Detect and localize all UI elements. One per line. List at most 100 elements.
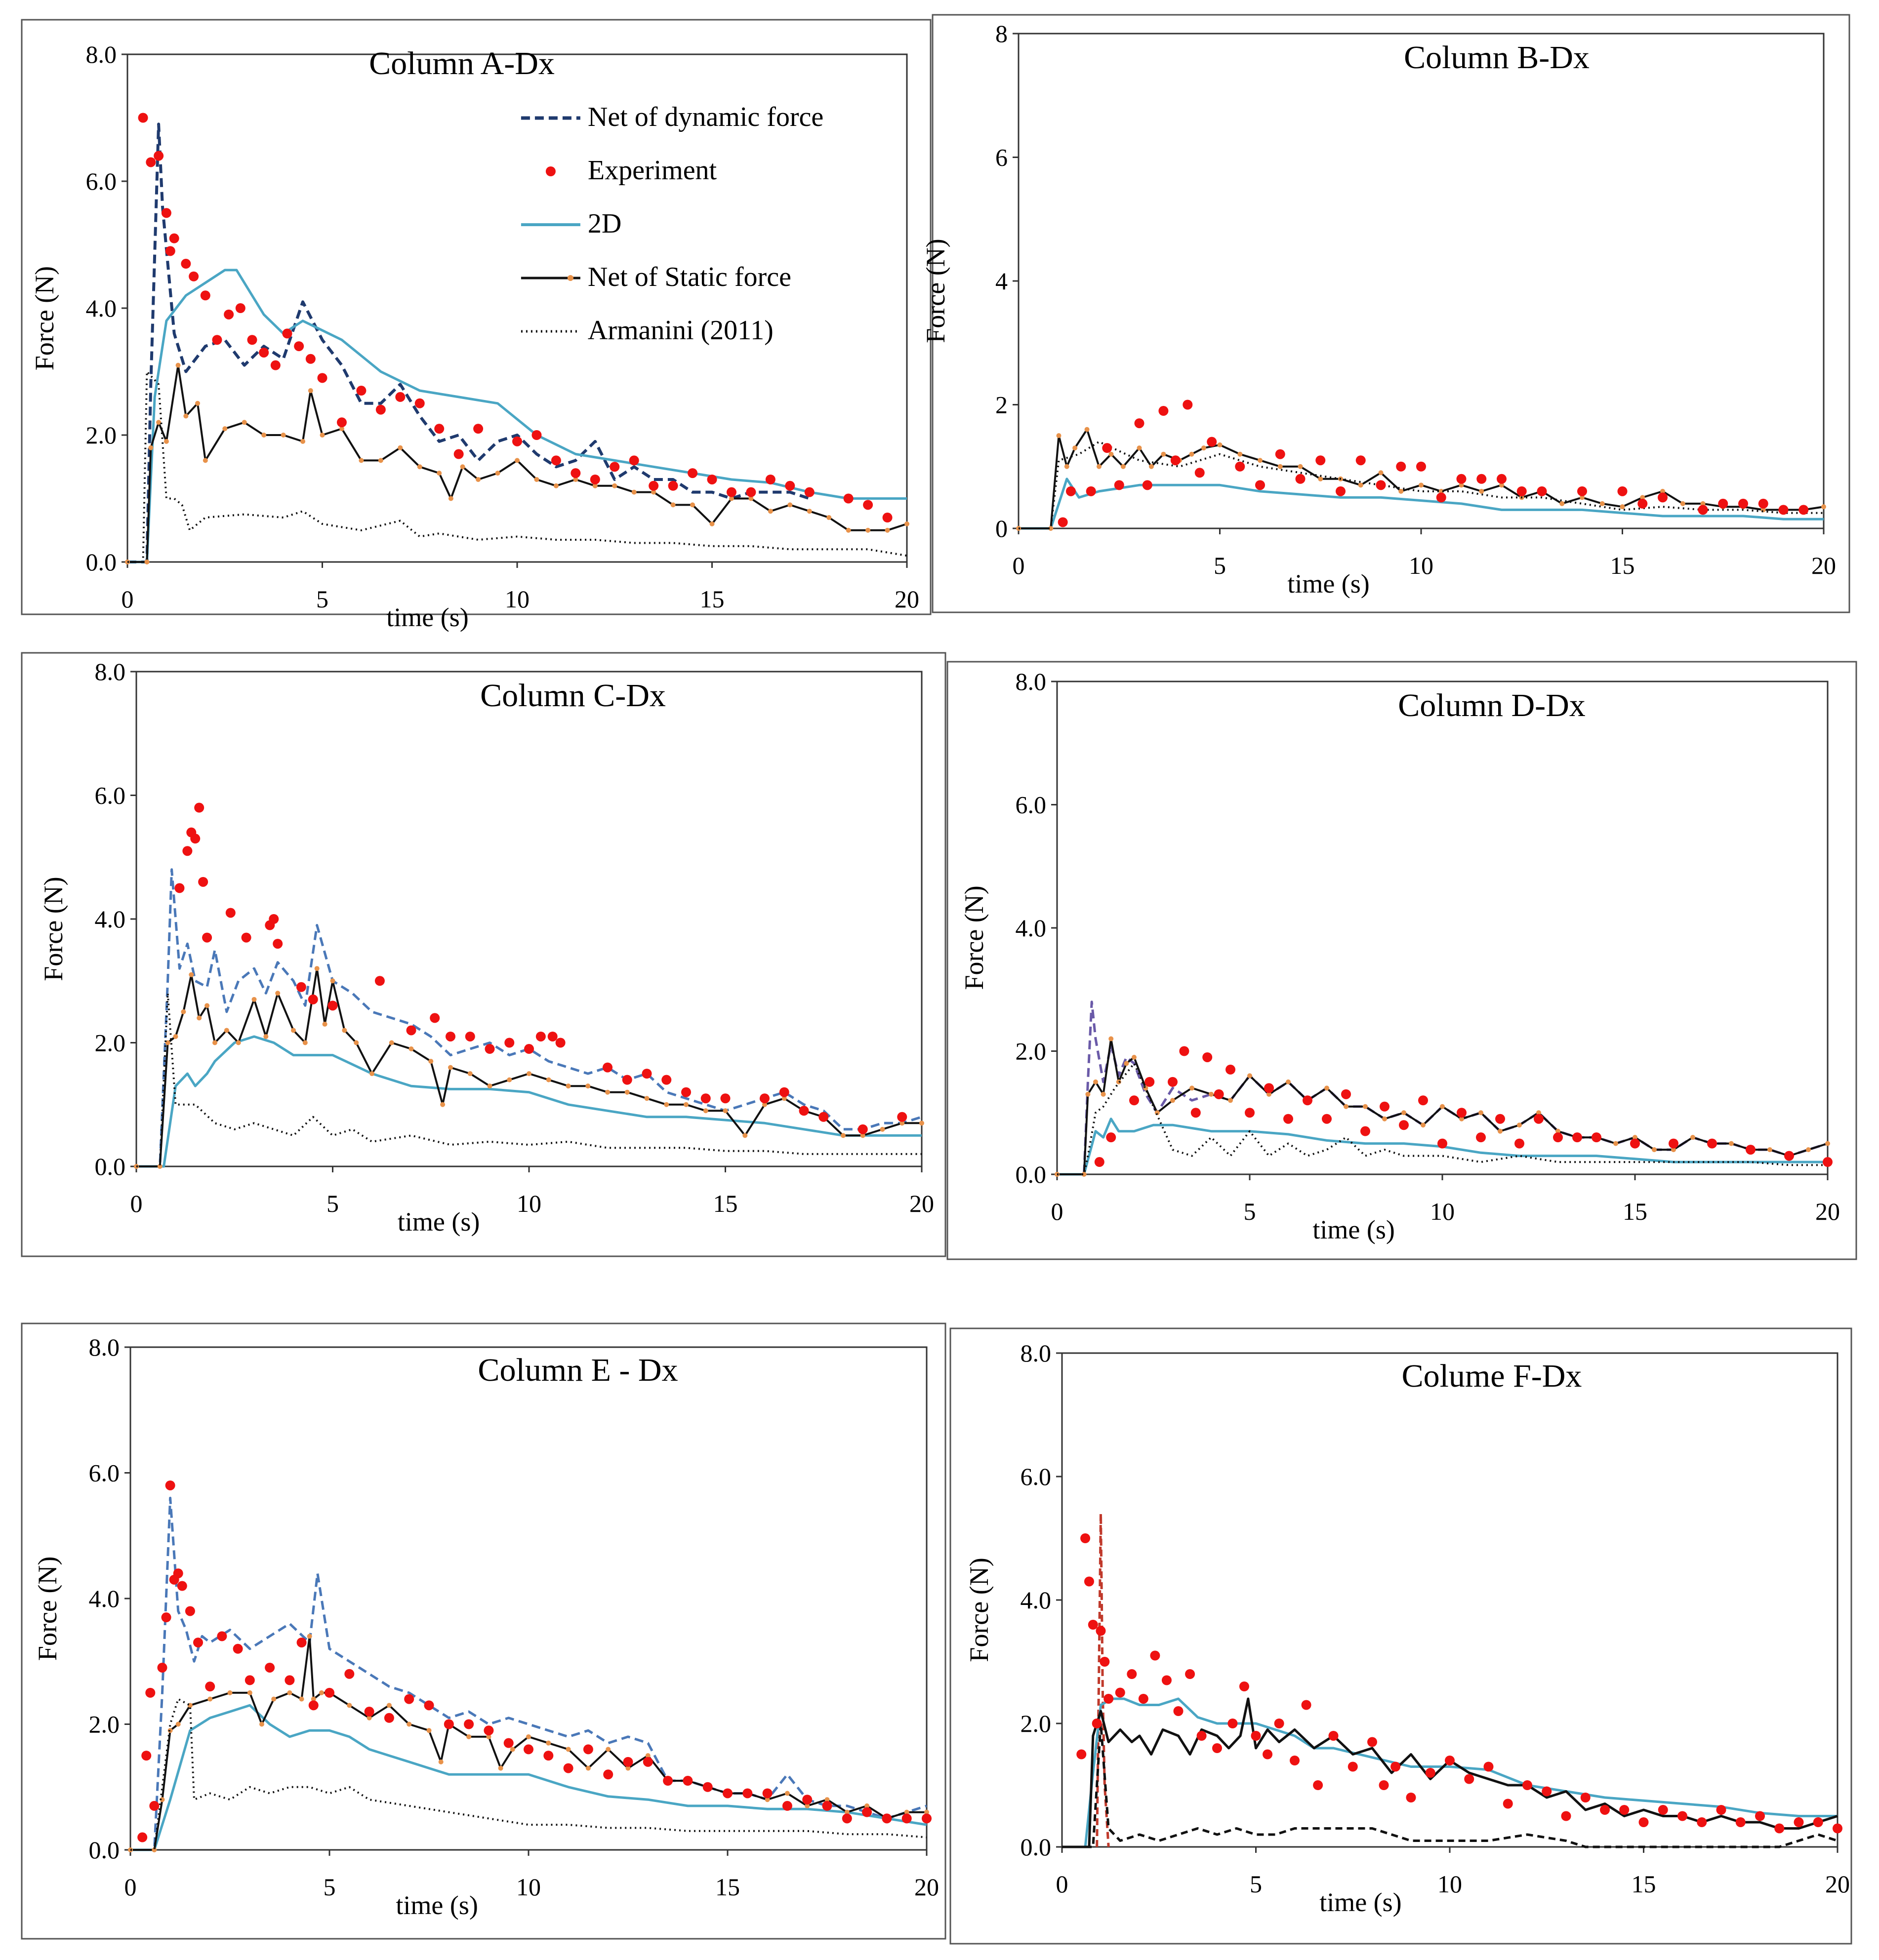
experiment-point (138, 113, 148, 123)
static-force-marker (787, 502, 793, 508)
experiment-point (245, 1675, 255, 1685)
y-tick-label: 6.0 (1021, 1463, 1052, 1490)
static-force-marker (1825, 1141, 1830, 1146)
static-force-marker (880, 1126, 885, 1132)
experiment-point (149, 1800, 160, 1811)
experiment-point (858, 1124, 868, 1134)
static-force-marker (175, 362, 181, 368)
experiment-point (563, 1763, 573, 1773)
legend-label: Armanini (2011) (588, 315, 774, 346)
chart-title: Column D-Dx (1398, 687, 1586, 723)
experiment-point (1092, 1719, 1102, 1728)
static-force-marker (1137, 445, 1142, 451)
series-line-armanini-2011 (127, 370, 907, 563)
experiment-point (1103, 1694, 1114, 1704)
experiment-point (622, 1075, 632, 1085)
y-tick-label: 8.0 (1021, 1339, 1052, 1367)
experiment-point (1735, 1817, 1746, 1827)
static-force-marker (466, 1734, 472, 1739)
experiment-point (1516, 486, 1527, 496)
static-force-marker (163, 439, 169, 444)
experiment-point (1464, 1774, 1474, 1784)
experiment-point (182, 846, 193, 856)
static-force-marker (723, 1108, 728, 1114)
experiment-point (1227, 1719, 1238, 1728)
experiment-point (1239, 1681, 1249, 1691)
static-force-marker (1161, 451, 1166, 457)
experiment-point (503, 1738, 514, 1748)
experiment-point (1084, 1576, 1094, 1587)
experiment-point (512, 436, 522, 446)
experiment-point (1096, 1626, 1106, 1636)
experiment-point (1476, 1132, 1486, 1143)
experiment-point (141, 1751, 152, 1761)
experiment-point (720, 1093, 731, 1104)
experiment-point (1380, 1101, 1389, 1112)
static-force-marker (175, 1721, 181, 1727)
experiment-point (1457, 1108, 1467, 1118)
y-tick-label: 4.0 (1016, 914, 1047, 942)
experiment-point (406, 1025, 416, 1036)
experiment-point (683, 1776, 693, 1786)
experiment-point (804, 487, 815, 497)
experiment-point (336, 417, 347, 428)
experiment-point (765, 474, 776, 484)
x-tick-label: 15 (1610, 552, 1635, 579)
experiment-point (1100, 1657, 1110, 1667)
chart-title: Column C-Dx (480, 678, 666, 714)
static-force-marker (259, 1721, 264, 1727)
x-tick-label: 5 (1244, 1198, 1256, 1225)
experiment-point (1245, 1108, 1255, 1118)
experiment-point (882, 1813, 892, 1824)
experiment-point (1263, 1749, 1273, 1760)
static-force-marker (742, 1133, 748, 1138)
plot-area (1018, 33, 1825, 529)
experiment-point (1617, 486, 1628, 496)
experiment-point (901, 1813, 912, 1824)
experiment-point (434, 424, 445, 434)
static-force-marker (160, 1797, 165, 1802)
experiment-point (555, 1038, 566, 1048)
experiment-point (681, 1087, 691, 1097)
series-line-armanini-2011 (130, 1698, 927, 1851)
static-force-marker (354, 1040, 359, 1045)
experiment-point (922, 1813, 932, 1824)
static-force-marker (197, 1015, 202, 1021)
static-force-marker (1660, 488, 1665, 494)
static-force-marker (378, 458, 383, 463)
static-force-marker (1064, 464, 1069, 469)
static-force-marker (1690, 1135, 1695, 1140)
experiment-point (610, 462, 620, 472)
experiment-point (1161, 1675, 1172, 1685)
static-force-marker (1363, 1104, 1368, 1109)
experiment-point (583, 1744, 593, 1755)
static-force-marker (612, 483, 617, 488)
series-line-2d (127, 269, 907, 563)
static-force-marker (1124, 1061, 1129, 1066)
experiment-point (571, 468, 581, 479)
x-tick-label: 0 (130, 1190, 143, 1217)
series-line-net-of-dynamic-force (1096, 1512, 1110, 1847)
static-force-marker (407, 1721, 412, 1727)
experiment-point (225, 908, 236, 918)
static-force-marker (347, 1703, 352, 1708)
static-force-marker (389, 1040, 394, 1045)
experiment-point (145, 1687, 156, 1698)
y-tick-label: 6.0 (1016, 791, 1047, 819)
experiment-point (1102, 443, 1112, 453)
static-force-marker (1652, 1147, 1657, 1153)
experiment-point (1076, 1749, 1087, 1760)
x-tick-label: 5 (327, 1190, 339, 1217)
static-force-marker (1056, 433, 1062, 439)
experiment-point (1497, 474, 1507, 484)
y-tick-label: 4.0 (86, 294, 117, 322)
experiment-point (1058, 517, 1068, 527)
static-force-marker (1419, 482, 1424, 488)
static-force-marker (1767, 1147, 1772, 1153)
static-force-marker (904, 1809, 909, 1815)
y-tick-label: 8.0 (86, 40, 117, 68)
experiment-point (1416, 461, 1426, 472)
experiment-point (294, 341, 304, 352)
experiment-point (1514, 1138, 1524, 1149)
experiment-point (200, 290, 210, 301)
